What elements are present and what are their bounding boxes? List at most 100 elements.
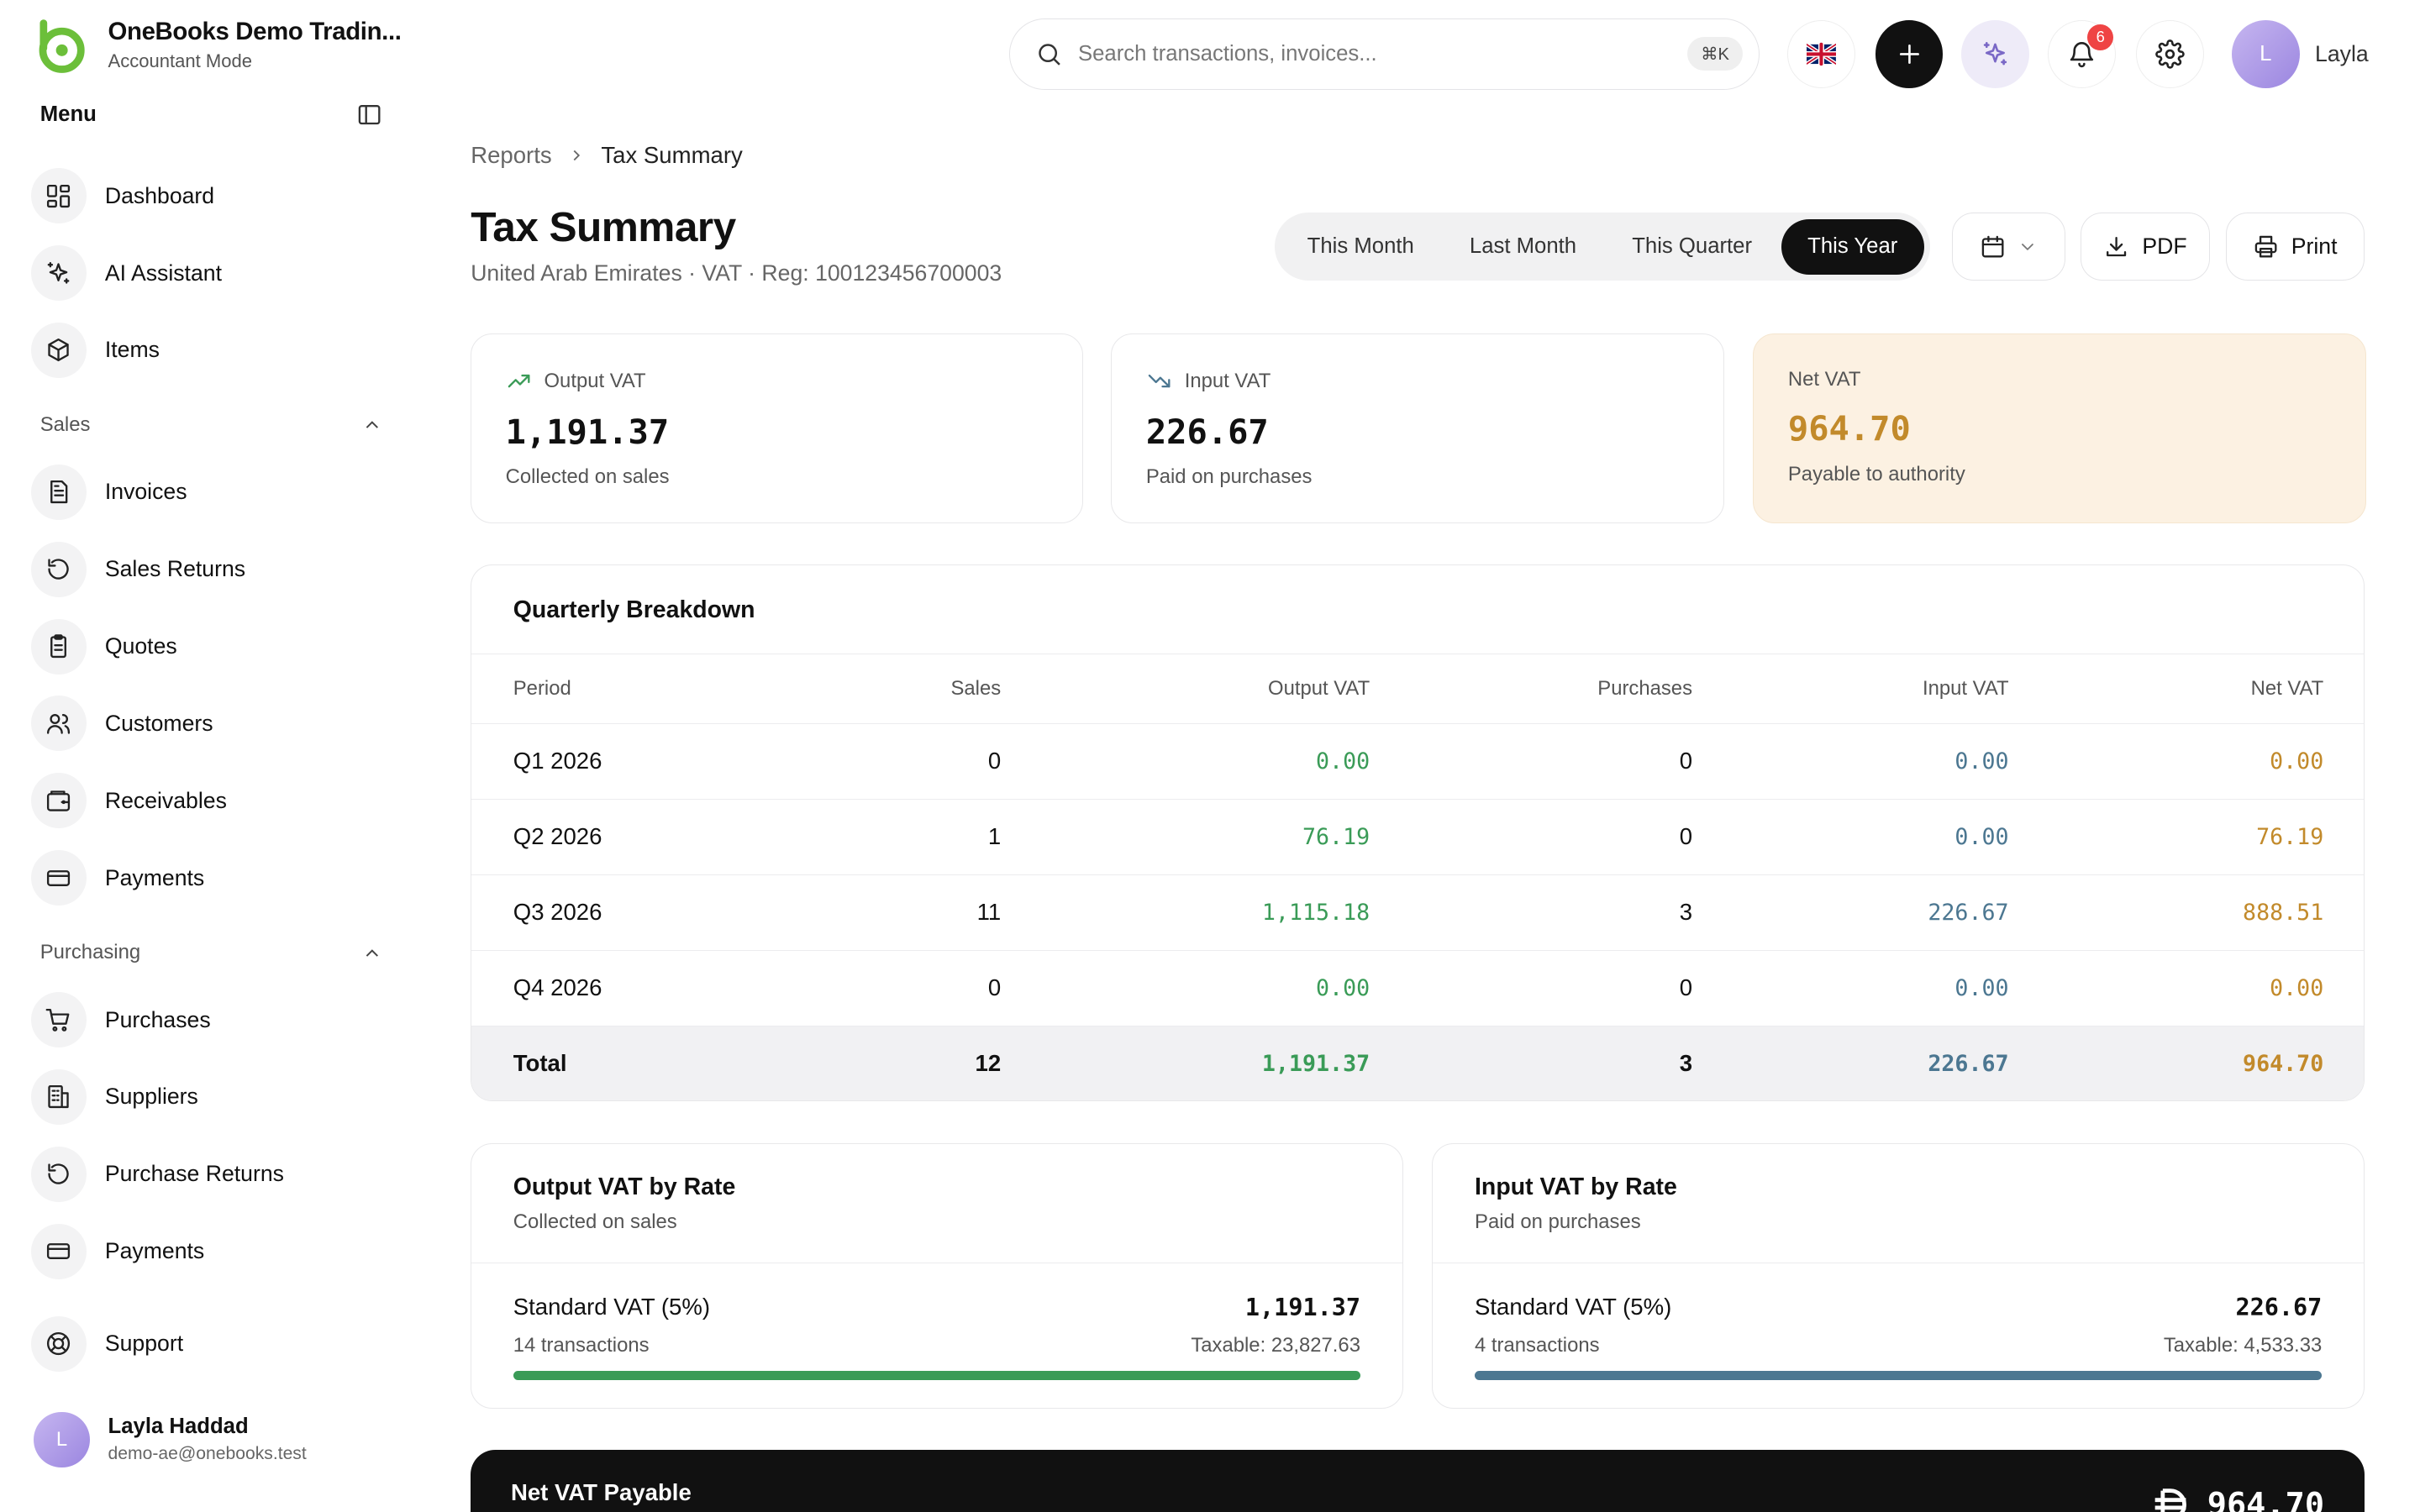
ai-assistant-button[interactable] [1961,19,2030,88]
period-this-month[interactable]: This Month [1307,234,1414,259]
page-subtitle: United Arab Emirates · VAT · Reg: 100123… [471,260,1002,286]
sidebar-item-suppliers[interactable]: Suppliers [30,1066,198,1127]
menu-label: Menu [39,102,97,127]
kpi-output-value: 1,191.37 [505,411,670,452]
print-button-label: Print [2291,234,2338,260]
sidebar-item-customers[interactable]: Customers [30,693,213,754]
trending-down-icon [1148,375,1171,388]
cell-purchases: 0 [1679,748,1693,774]
sidebar-item-label: Invoices [104,479,187,505]
package-icon [30,322,87,378]
kpi-net-vat: Net VAT 964.70 Payable to authority [1753,333,2366,523]
printer-icon [2254,235,2277,258]
sidebar-item-sales-payments[interactable]: Payments [30,847,205,908]
input-rate-count: 4 transactions [1475,1333,1600,1357]
cell-period: Q3 2026 [513,899,602,926]
print-button[interactable]: Print [2225,213,2365,281]
app-mode: Accountant Mode [108,50,252,71]
sidebar: OneBooks Demo Tradin... Accountant Mode … [0,0,409,1512]
sidebar-item-dashboard[interactable]: Dashboard [30,165,214,227]
input-vat-by-rate-card: Input VAT by Rate Paid on purchases Stan… [1432,1142,2365,1409]
pdf-button[interactable]: PDF [2080,213,2211,281]
output-rate-amount: 1,191.37 [1244,1294,1360,1322]
section-purchasing-label: Purchasing [39,941,141,964]
sidebar-item-label: Suppliers [104,1084,198,1110]
section-purchasing-header[interactable]: Purchasing [40,941,383,964]
user-name: Layla [2315,40,2369,66]
sidebar-item-purchase-payments[interactable]: Payments [30,1221,205,1282]
input-rate-taxable: Taxable: 4,533.33 [2163,1333,2323,1357]
download-icon [2107,237,2127,257]
search-shortcut: ⌘K [1686,37,1744,71]
sidebar-toggle-icon[interactable] [356,102,382,128]
sidebar-item-invoices[interactable]: Invoices [30,461,187,522]
quarterly-breakdown-card: Quarterly Breakdown Period Sales Output … [471,564,2365,1102]
output-by-rate-subtitle: Collected on sales [513,1210,677,1233]
create-new-button[interactable] [1875,19,1944,88]
kpi-input-value: 226.67 [1145,411,1269,452]
sidebar-item-support[interactable]: Support [30,1313,183,1374]
cell-sales: 0 [987,748,1002,774]
sidebar-item-label: Payments [104,864,205,890]
table-row: Q2 2026 1 76.19 0 0.00 76.19 [471,798,2364,874]
sparkles-icon [30,245,87,302]
chevron-down-icon [2022,243,2034,250]
sidebar-item-label: Receivables [104,787,227,813]
notifications-button[interactable]: 6 [2048,19,2117,88]
sidebar-item-quotes[interactable]: Quotes [30,616,177,677]
menu-header: Menu [40,102,383,128]
sidebar-item-label: Payments [104,1238,205,1264]
kpi-input-label: Input VAT [1184,369,1271,392]
cell-net-vat: 76.19 [2256,823,2324,850]
gear-icon [2155,39,2185,69]
cell-purchases: 3 [1679,899,1693,926]
chevron-right-icon [573,150,581,161]
breadcrumb-reports-link[interactable]: Reports [471,141,552,168]
cell-period: Q1 2026 [513,748,602,774]
cell-output-vat: 0.00 [1316,748,1370,774]
cell-purchases: 0 [1679,974,1693,1001]
breadcrumb: Reports Tax Summary [471,142,743,169]
sidebar-user-card[interactable]: L Layla Haddad demo-ae@onebooks.test [34,1411,307,1467]
cell-period: Q2 2026 [513,823,602,850]
cell-input-vat: 226.67 [1928,1050,2009,1077]
search-bar[interactable]: ⌘K [1009,18,1760,90]
sidebar-item-receivables[interactable]: Receivables [30,770,227,832]
settings-button[interactable] [2135,19,2204,88]
table-total-row: Total 12 1,191.37 3 226.67 964.70 [471,1025,2364,1101]
sidebar-item-sales-returns[interactable]: Sales Returns [30,538,245,600]
output-rate-progress-fill [513,1370,1360,1380]
table-row: Q1 2026 0 0.00 0 0.00 0.00 [471,722,2364,799]
section-sales-header[interactable]: Sales [40,413,383,437]
period-this-year[interactable]: This Year [1781,218,1924,275]
cell-sales: 1 [987,823,1002,850]
users-icon [30,696,87,752]
user-menu[interactable]: L Layla [2231,19,2369,88]
brand[interactable]: OneBooks Demo Tradin... Accountant Mode [31,15,402,74]
language-button[interactable] [1786,19,1855,88]
output-rate-count: 14 transactions [513,1333,650,1357]
column-header-period: Period [513,676,571,700]
table-row: Q3 2026 11 1,115.18 3 226.67 888.51 [471,874,2364,950]
cell-net-vat: 964.70 [2243,1050,2324,1077]
sidebar-item-purchase-returns[interactable]: Purchase Returns [30,1143,284,1205]
sidebar-item-label: Customers [104,710,213,736]
period-this-quarter[interactable]: This Quarter [1632,234,1753,259]
card-icon [30,1223,87,1279]
sidebar-item-purchases[interactable]: Purchases [30,989,211,1050]
user-email: demo-ae@onebooks.test [108,1443,307,1463]
output-rate-progress-track [513,1370,1360,1380]
cell-sales: 12 [975,1050,1002,1077]
period-last-month[interactable]: Last Month [1469,234,1577,259]
sidebar-item-ai-assistant[interactable]: AI Assistant [30,242,222,303]
date-range-picker[interactable] [1952,213,2065,281]
net-vat-payable-amount: 964.70 [2207,1485,2325,1512]
cell-sales: 11 [976,899,1002,926]
trending-up-icon [508,375,530,388]
search-input[interactable] [1077,41,1687,66]
wallet-icon [30,773,87,829]
uk-flag-icon [1806,41,1836,67]
chevron-up-icon [366,948,378,957]
sidebar-item-items[interactable]: Items [30,319,160,381]
